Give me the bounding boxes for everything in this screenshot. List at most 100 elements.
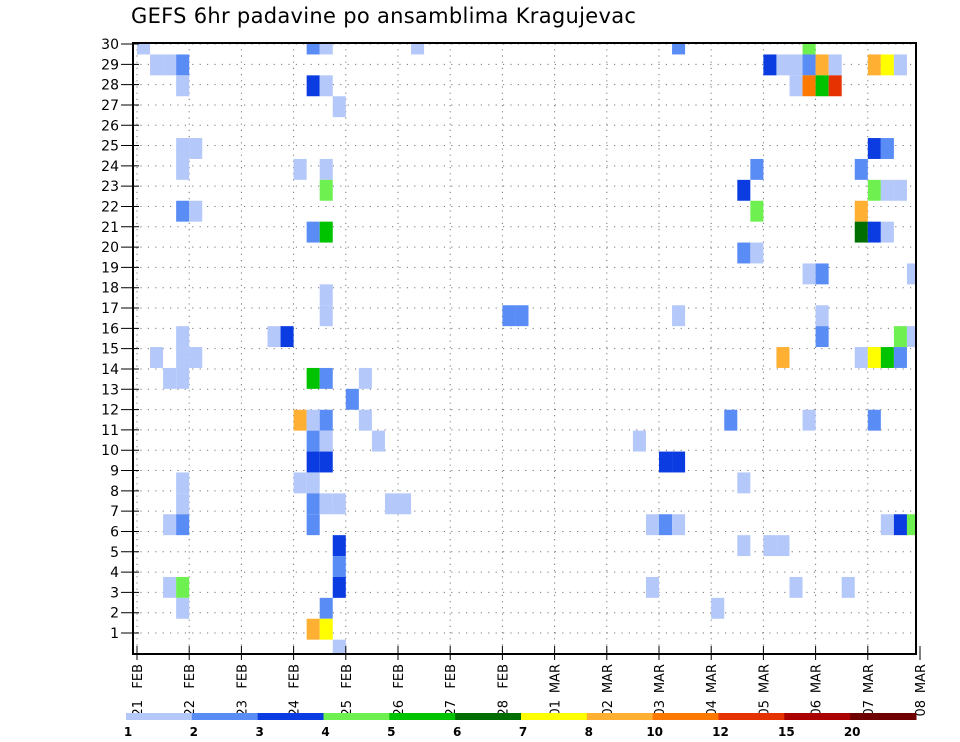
heatmap-cell (750, 200, 764, 222)
heatmap-cell (750, 242, 764, 264)
heatmap-cell (319, 451, 333, 473)
heatmap-cell (306, 409, 320, 431)
x-tick-day: 07 (862, 700, 877, 717)
heatmap-cell (150, 54, 164, 76)
heatmap-cell (854, 221, 868, 243)
legend-label: 10 (646, 725, 663, 739)
x-tick-month: FEB (183, 664, 198, 689)
legend-swatch (257, 713, 324, 720)
heatmap-cell (398, 493, 412, 515)
heatmap-cell (737, 179, 751, 201)
heatmap-cell (306, 75, 320, 97)
heatmap-cell (893, 347, 907, 368)
heatmap-cell (176, 597, 190, 619)
heatmap-cell (776, 54, 790, 76)
heatmap-cell (880, 54, 894, 76)
y-tick-label: 22 (101, 199, 119, 215)
y-tick-label: 17 (101, 301, 119, 317)
heatmap-cell (737, 242, 751, 264)
heatmap-cell (306, 514, 320, 536)
y-tick-label: 3 (110, 585, 119, 601)
heatmap-cell (319, 493, 333, 515)
x-tick-day: 04 (705, 700, 720, 717)
y-axis: 1234567891011121314151617181920212223242… (101, 37, 139, 642)
heatmap-cell (306, 43, 320, 55)
heatmap-cell (319, 75, 333, 97)
heatmap-cell (763, 535, 777, 557)
heatmap-cell (763, 54, 777, 76)
heatmap-cell (672, 305, 686, 327)
x-tick-label: MAR 02 (601, 664, 616, 717)
heatmap-cell (672, 514, 686, 536)
heatmap-cell (776, 535, 790, 557)
y-tick-label: 10 (101, 443, 119, 459)
x-tick-label: FEB 27 (444, 664, 459, 717)
x-tick-label: FEB 22 (183, 664, 198, 717)
x-tick-month: MAR (705, 664, 720, 693)
heatmap-cell (632, 430, 646, 452)
heatmap-cell (189, 200, 203, 222)
heatmap-cell (163, 367, 177, 389)
heatmap-cell (841, 576, 855, 598)
heatmap-cell (515, 305, 529, 327)
heatmap-cell (880, 179, 894, 201)
heatmap-cell (150, 347, 164, 368)
heatmap-cell (319, 430, 333, 452)
y-tick-label: 1 (110, 626, 119, 642)
x-tick-day: 21 (131, 700, 146, 717)
x-tick-day: 28 (496, 700, 511, 717)
heatmap-cell (176, 576, 190, 598)
x-tick-month: MAR (549, 664, 564, 693)
x-tick-month: MAR (757, 664, 772, 693)
heatmap-cell (306, 472, 320, 494)
heatmap-cell (906, 514, 916, 536)
heatmap-cell (293, 409, 307, 431)
heatmap-cell (789, 54, 803, 76)
x-tick-month: FEB (340, 664, 355, 689)
heatmap-cell (867, 54, 881, 76)
y-tick-label: 29 (101, 57, 119, 73)
heatmap-cell (332, 493, 346, 515)
x-tick-label: MAR 06 (810, 664, 825, 717)
y-tick-label: 12 (101, 403, 119, 419)
x-tick-label: MAR 03 (653, 664, 668, 717)
y-tick-label: 16 (101, 321, 119, 337)
heatmap-cell (854, 200, 868, 222)
heatmap-cell (176, 158, 190, 180)
x-tick-month: MAR (810, 664, 825, 693)
heatmap-cell (163, 54, 177, 76)
heatmap-cell (815, 305, 829, 327)
heatmap-cell (319, 179, 333, 201)
heatmap-cell (815, 326, 829, 348)
y-tick-label: 8 (110, 484, 119, 500)
y-tick-label: 5 (110, 545, 119, 561)
legend-swatch (389, 713, 456, 720)
heatmap-cell (267, 326, 281, 348)
x-tick-label: MAR 08 (914, 664, 929, 717)
y-tick-label: 28 (101, 78, 119, 94)
x-tick-label: MAR 05 (757, 664, 772, 717)
legend-swatch (586, 713, 654, 720)
heatmap-cell (332, 535, 346, 557)
heatmap-cell (332, 556, 346, 577)
heatmap-cell (802, 43, 816, 55)
legend-swatch (850, 713, 917, 720)
heatmap-cell (332, 576, 346, 598)
heatmap-cell (802, 409, 816, 431)
heatmap-cell (189, 138, 203, 159)
x-tick-label: MAR 01 (549, 664, 564, 717)
legend-label: 7 (519, 725, 527, 739)
heatmap-cell (867, 347, 881, 368)
x-tick-month: MAR (601, 664, 616, 693)
y-tick-label: 11 (101, 423, 119, 439)
x-tick-day: 24 (288, 700, 303, 717)
heatmap-cell (906, 326, 916, 348)
heatmap-cell (659, 451, 673, 473)
heatmap-cell (867, 221, 881, 243)
y-tick-label: 14 (101, 362, 119, 378)
heatmap-cell (815, 54, 829, 76)
x-tick-day: 08 (914, 700, 929, 717)
heatmap-cell (867, 409, 881, 431)
heatmap-cell (789, 576, 803, 598)
x-tick-month: MAR (862, 664, 877, 693)
